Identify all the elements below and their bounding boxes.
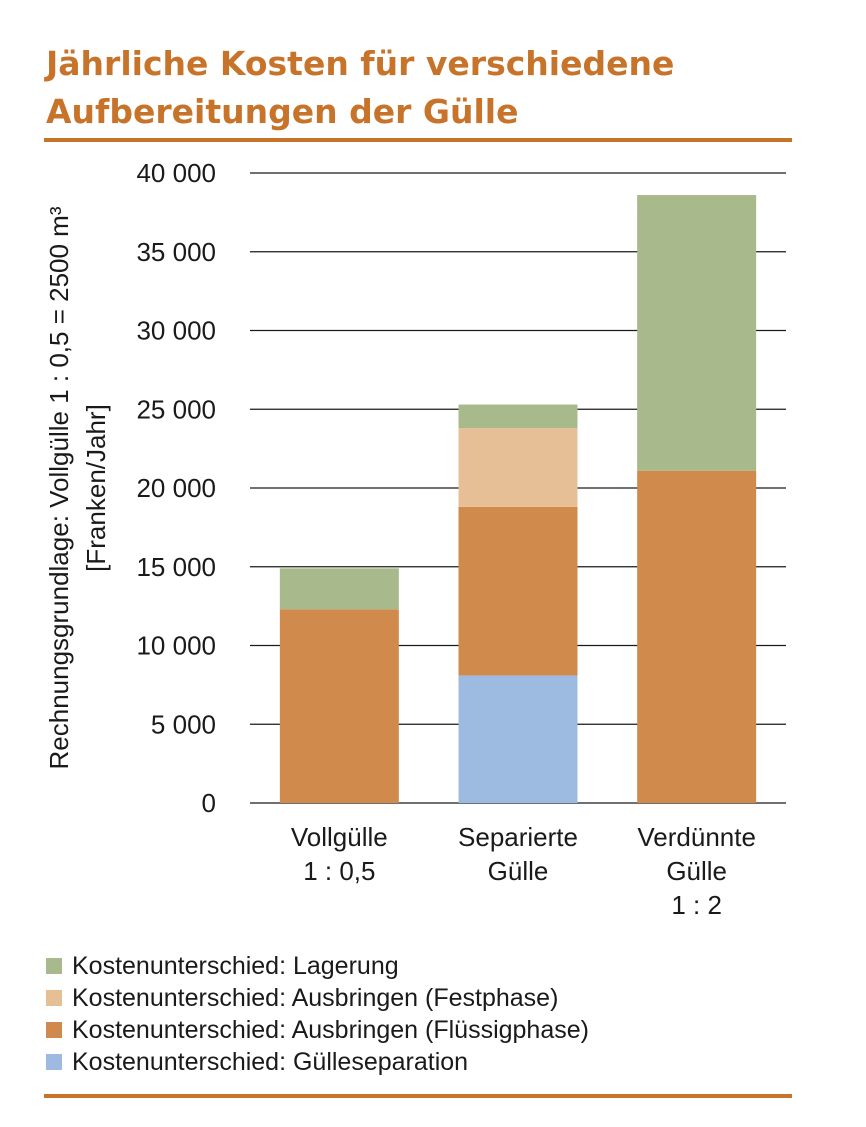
legend-swatch — [46, 958, 62, 974]
legend-label: Kostenunterschied: Lagerung — [72, 951, 399, 980]
legend-swatch — [46, 1022, 62, 1038]
title-divider — [44, 138, 792, 142]
stacked-bar-chart: 0 5 000 10 000 15 000 20 000 25 000 30 000 35 0… — [44, 158, 786, 920]
x-category-label: Vollgülle — [291, 822, 388, 852]
legend: Kostenunterschied: Lagerung Kostenuntersc… — [46, 950, 589, 1078]
chart-title: Jährliche Kosten für verschiedene Aufber… — [46, 40, 826, 136]
y-tick-label: 5 000 — [151, 709, 216, 739]
legend-label: Kostenunterschied: Ausbringen (Festphase… — [72, 983, 559, 1012]
x-category-labels: Vollgülle 1 : 0,5 Separierte Gülle Verdünnte… — [291, 822, 756, 920]
legend-swatch — [46, 990, 62, 1006]
x-category-label: 1 : 2 — [671, 890, 722, 920]
chart-title-line-2: Aufbereitungen der Gülle — [46, 92, 519, 131]
y-tick-label: 15 000 — [136, 552, 216, 582]
footer-divider — [44, 1094, 792, 1098]
legend-item: Kostenunterschied: Ausbringen (Festphase… — [46, 982, 589, 1014]
bar-segment — [458, 675, 578, 803]
bar-segment — [279, 609, 399, 803]
legend-item: Kostenunterschied: Lagerung — [46, 950, 589, 982]
legend-swatch — [46, 1054, 62, 1070]
y-tick-label: 40 000 — [136, 158, 216, 188]
bar-segment — [458, 506, 578, 676]
x-category-label: Separierte — [458, 822, 578, 852]
y-axis-label-line: [Franken/Jahr] — [81, 404, 111, 572]
x-category-label: Gülle — [666, 856, 727, 886]
y-tick-label: 30 000 — [136, 316, 216, 346]
y-tick-label: 0 — [202, 788, 216, 818]
bar-segment — [458, 428, 578, 507]
legend-item: Kostenunterschied: Gülleseparation — [46, 1046, 589, 1078]
legend-item: Kostenunterschied: Ausbringen (Flüssigph… — [46, 1014, 589, 1046]
bar-segment — [279, 568, 399, 610]
y-axis-label: Rechnungsgrundlage: Vollgülle 1 : 0,5 = … — [44, 206, 111, 769]
bar-segment — [637, 195, 757, 471]
y-tick-label: 35 000 — [136, 237, 216, 267]
y-tick-label: 20 000 — [136, 473, 216, 503]
chart-title-line-1: Jährliche Kosten für verschiedene — [46, 44, 675, 83]
y-tick-labels: 0 5 000 10 000 15 000 20 000 25 000 30 000 35 0… — [136, 158, 216, 818]
x-category-label: Verdünnte — [637, 822, 756, 852]
y-tick-label: 10 000 — [136, 631, 216, 661]
bars — [279, 195, 757, 803]
legend-label: Kostenunterschied: Ausbringen (Flüssigph… — [72, 1015, 589, 1044]
y-tick-label: 25 000 — [136, 394, 216, 424]
x-category-label: Gülle — [488, 856, 549, 886]
x-category-label: 1 : 0,5 — [303, 856, 375, 886]
bar-segment — [637, 470, 757, 803]
legend-label: Kostenunterschied: Gülleseparation — [72, 1047, 469, 1076]
bar-segment — [458, 404, 578, 429]
y-axis-label-line: Rechnungsgrundlage: Vollgülle 1 : 0,5 = … — [44, 206, 74, 769]
